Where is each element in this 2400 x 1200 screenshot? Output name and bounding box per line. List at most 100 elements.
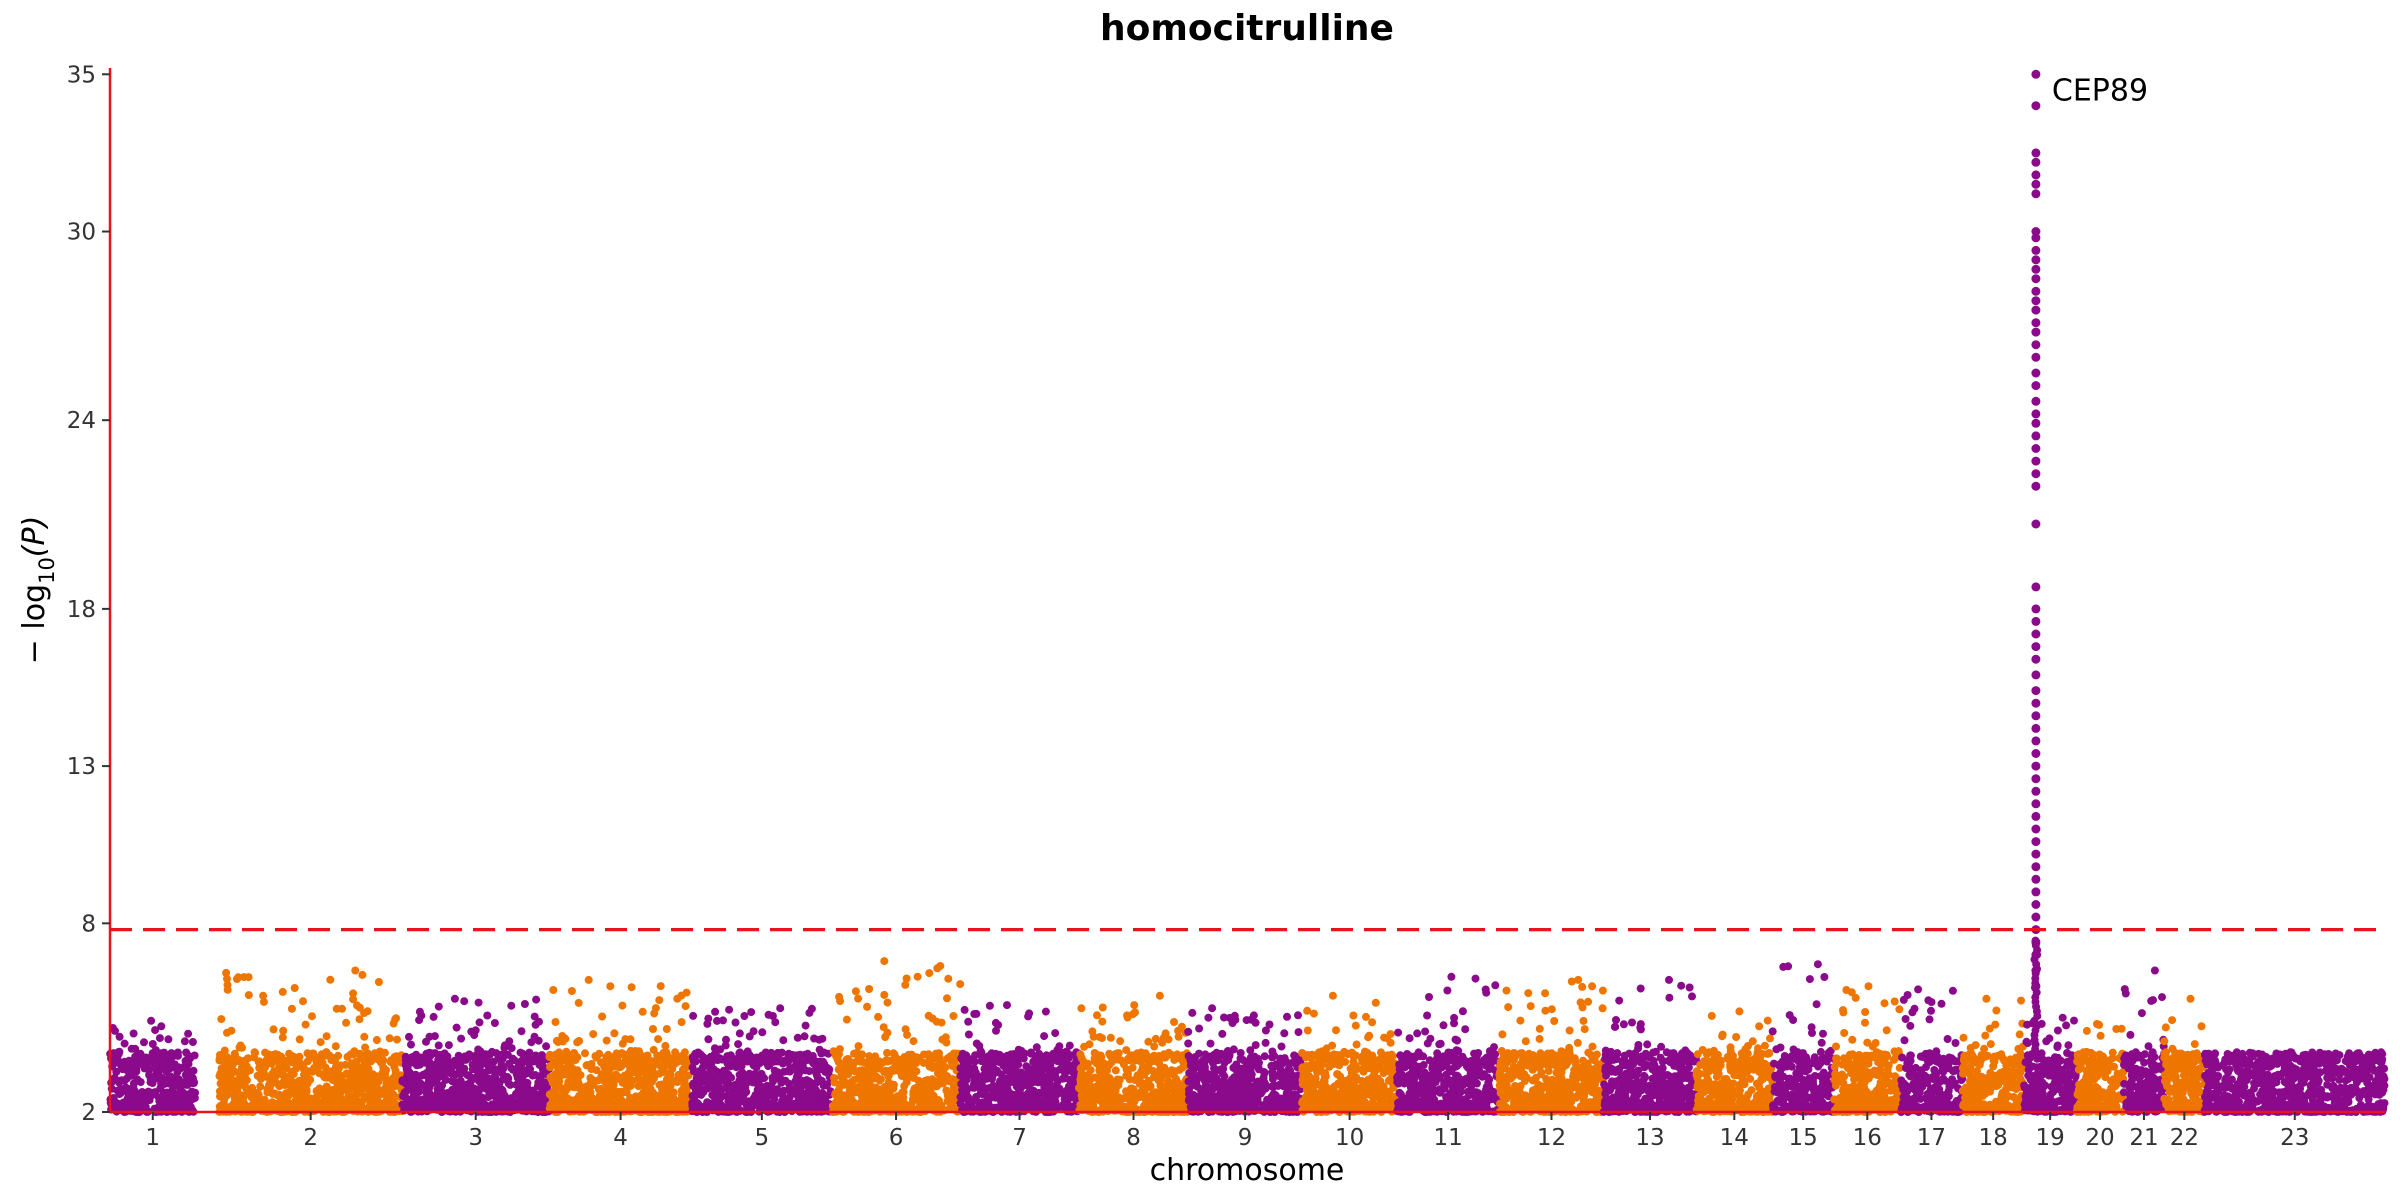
snp-point (406, 1073, 415, 1082)
snp-point (495, 1079, 504, 1088)
snp-point (398, 1076, 407, 1085)
snp-point (1065, 1041, 1074, 1050)
snp-point (417, 1071, 426, 1080)
snp-point (992, 1068, 1001, 1077)
snp-point (998, 1073, 1007, 1082)
snp-point-peak (776, 1004, 785, 1013)
snp-point (129, 1029, 138, 1038)
snp-point (806, 1101, 815, 1110)
snp-point (638, 1007, 647, 1016)
snp-point (793, 1033, 802, 1042)
snp-point (808, 1055, 817, 1064)
snp-point (225, 1069, 234, 1078)
snp-point (915, 1054, 924, 1063)
snp-point (278, 987, 287, 996)
snp-point (715, 1100, 724, 1109)
snp-point (893, 1054, 902, 1063)
snp-point (441, 1069, 450, 1078)
snp-point (567, 987, 576, 995)
snp-point (331, 1042, 340, 1051)
snp-point-peak (1155, 991, 1164, 1000)
snp-point (690, 1097, 699, 1106)
snp-point (378, 1057, 387, 1066)
snp-point (959, 1091, 968, 1100)
snp-point (934, 1069, 942, 1078)
snp-point (743, 1057, 752, 1066)
snp-point (1130, 1056, 1139, 1065)
snp-point (840, 1064, 849, 1073)
snp-point (1094, 1073, 1103, 1082)
snp-point (629, 1096, 638, 1105)
snp-point (530, 1012, 539, 1021)
snp-point (883, 1028, 892, 1037)
snp-point (488, 1047, 496, 1056)
snp-point (510, 1056, 519, 1065)
chromosome-3-points (398, 994, 554, 1116)
snp-point (689, 1011, 698, 1020)
snp-point (832, 1090, 841, 1099)
snp-point (677, 1091, 686, 1100)
snp-point (303, 1077, 311, 1086)
snp-point (385, 1034, 394, 1043)
snp-point (704, 1035, 713, 1044)
snp-point (975, 1041, 984, 1050)
snp-point (173, 1099, 182, 1108)
snp-point (949, 1012, 958, 1020)
snp-point (902, 974, 911, 983)
snp-point (1154, 1076, 1163, 1085)
snp-point (909, 1037, 918, 1046)
snp-point (960, 1005, 969, 1014)
snp-point (143, 1096, 152, 1105)
snp-point (806, 1089, 815, 1098)
snp-point (649, 1045, 658, 1054)
snp-point (151, 1026, 160, 1035)
snp-point (980, 1072, 989, 1081)
snp-point (181, 1077, 190, 1086)
snp-point (620, 1071, 629, 1080)
snp-point (982, 1091, 991, 1100)
snp-point (343, 1084, 352, 1093)
chromosome-6-points (828, 957, 965, 1116)
snp-point (658, 1085, 667, 1094)
snp-point (777, 1078, 786, 1087)
snp-point (164, 1057, 172, 1066)
snp-point (856, 1053, 865, 1062)
snp-point (313, 1087, 322, 1096)
snp-point (1085, 1081, 1094, 1089)
snp-point (290, 984, 299, 992)
snp-point (113, 1086, 122, 1095)
snp-point (812, 1071, 821, 1080)
snp-point (959, 1073, 967, 1082)
snp-point-peak (584, 975, 593, 984)
snp-point (217, 1064, 226, 1073)
snp-point (269, 1025, 278, 1034)
snp-point (1032, 1043, 1041, 1052)
chromosome-7-points (956, 1001, 1083, 1116)
snp-point (344, 1092, 353, 1101)
snp-point (531, 1020, 540, 1029)
snp-point (972, 1009, 981, 1018)
snp-point (921, 1076, 930, 1085)
snp-point (723, 1052, 732, 1061)
snp-point (807, 1004, 816, 1013)
snp-point (943, 994, 951, 1003)
snp-point (899, 1093, 908, 1102)
snp-point (1050, 1098, 1059, 1107)
snp-point (457, 1034, 466, 1043)
snp-point (1164, 1035, 1173, 1044)
snp-point (1085, 1040, 1094, 1049)
snp-point (1118, 1103, 1127, 1112)
snp-point (783, 1067, 792, 1076)
snp-point (273, 1091, 282, 1100)
snp-point (866, 1074, 875, 1083)
snp-point (1095, 1033, 1104, 1041)
snp-point (806, 1082, 815, 1090)
snp-point (710, 1044, 719, 1053)
snp-point (518, 1049, 527, 1058)
snp-point (1175, 1065, 1184, 1074)
snp-point (830, 1074, 839, 1082)
snp-point (654, 1035, 663, 1044)
snp-point (216, 1051, 224, 1059)
snp-point (1122, 1046, 1131, 1055)
snp-point (1269, 1082, 1278, 1091)
